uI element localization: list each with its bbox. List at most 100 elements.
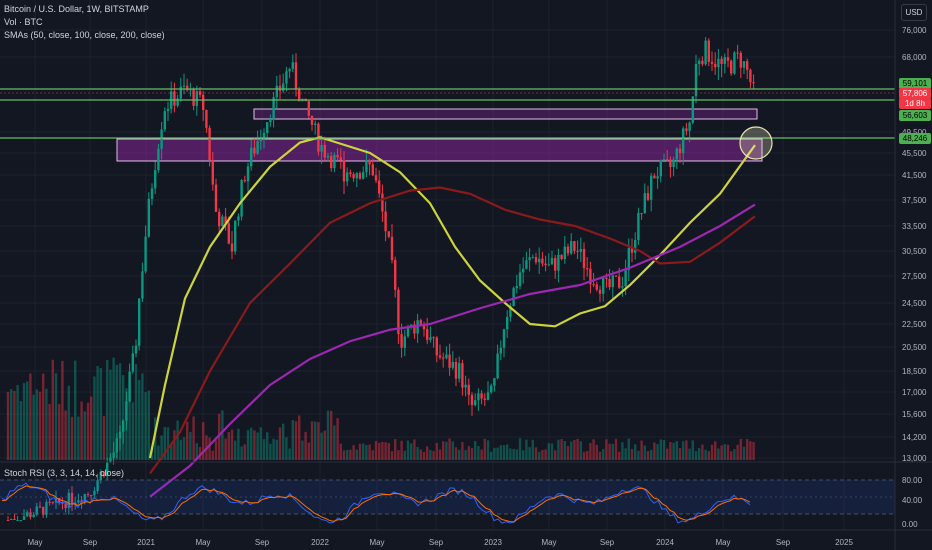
candle-body [86,494,90,496]
candle-body [480,393,483,399]
candle-body [77,500,80,503]
volume-bar [563,440,566,460]
volume-bar [493,447,496,460]
candle-body [675,148,678,160]
candle-body [128,371,131,402]
volume-bar [141,373,144,460]
candle-body [243,180,246,182]
candle-body [662,159,666,161]
stoch-axis-label: 0.00 [902,520,918,529]
candle-body [499,347,502,354]
candle-body [413,324,416,334]
volume-bar [499,445,502,460]
candle-body [509,306,512,317]
volume-bar [477,446,480,460]
candle-body [352,174,355,179]
volume-bar [672,442,675,460]
volume-bar [470,447,474,460]
volume-bar [416,447,419,460]
volume-bar [480,449,483,460]
candle-body [461,363,464,388]
price-axis-label: 68,000 [902,53,927,62]
volume-bar [669,442,672,460]
volume-bar [29,373,32,460]
candle-body [250,147,253,167]
candle-body [605,277,608,279]
candle-body [365,160,368,173]
price-axis-label: 41,500 [902,171,927,180]
candle-body [586,268,589,270]
candle-body [730,60,733,74]
candle-body [390,236,394,261]
volume-bar [186,421,189,460]
volume-bar [192,416,195,460]
volume-bar [544,449,547,460]
volume-bar [746,439,749,460]
candle-body [557,254,560,271]
candle-body [544,263,547,266]
candle-body [442,357,445,359]
volume-bar [269,443,272,460]
sma-legend[interactable]: SMAs (50, close, 100, close, 200, close) [4,30,165,40]
price-axis-label: 45,500 [902,149,927,158]
candle-body [6,520,10,521]
candle-body [102,471,106,477]
volume-bar [285,437,288,460]
candle-body [320,144,323,152]
volume-bar [339,443,342,460]
candle-body [342,160,346,182]
volume-bar [144,392,147,460]
volume-bar [77,416,80,460]
candle-body [682,128,685,154]
candle-body [186,85,189,91]
price-axis-label: 33,500 [902,222,927,231]
volume-bar [634,444,637,460]
volume-bar [330,410,333,460]
candle-body [435,337,438,356]
volume-bar [93,376,96,460]
volume-bar [128,388,131,460]
volume-bar [13,391,16,460]
volume-bar [310,421,314,460]
candle-body [10,519,13,521]
candle-body [195,91,198,106]
candle-body [486,392,490,400]
volume-bar [102,415,106,460]
volume-bar [624,448,627,460]
candle-body [205,110,208,128]
time-axis-label: Sep [429,538,444,547]
volume-bar [58,404,61,460]
candle-body [611,275,614,288]
candle-body [445,354,448,359]
volume-bar [115,364,118,460]
currency-button[interactable]: USD [901,4,927,21]
price-tag: 48,246 [899,133,931,144]
volume-bar [390,451,394,460]
candle-body [560,254,563,260]
candle-body [144,236,147,272]
volume-bar [362,443,365,460]
volume-bar [736,444,739,460]
candle-body [96,480,99,491]
volume-bar [38,391,42,460]
price-axis-label: 14,200 [902,433,927,442]
candle-body [739,52,742,68]
candle-body [285,71,288,84]
candle-body [723,57,726,64]
candle-body [704,40,707,65]
candle-body [378,180,381,194]
candle-body [717,58,720,68]
volume-bar [160,435,163,460]
volume-bar [435,443,438,460]
candle-body [387,231,390,237]
stoch-rsi-legend[interactable]: Stoch RSI (3, 3, 14, 14, close) [4,468,125,478]
volume-bar [157,445,160,460]
volume-bar [221,410,224,460]
candle-body [294,62,298,89]
volume-bar [349,449,352,460]
candle-body [397,289,400,335]
candle-body [339,157,342,161]
candle-body [275,85,278,98]
candle-body [595,284,598,290]
